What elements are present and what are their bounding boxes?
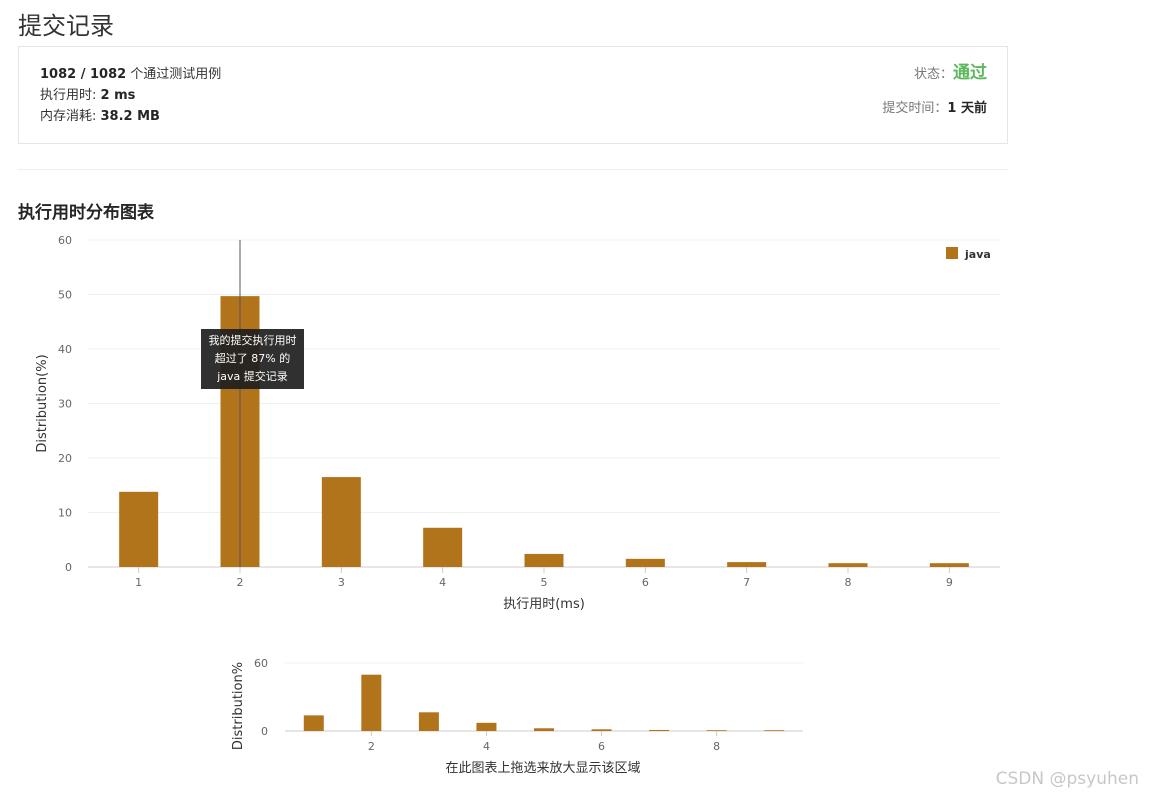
bar (119, 491, 159, 567)
x-tick-label: 8 (845, 576, 852, 589)
submit-time-row: 提交时间：1 天前 (882, 97, 987, 116)
x-tick-label: 2 (237, 576, 244, 589)
bar (321, 477, 361, 567)
mini-bar (706, 730, 727, 731)
mini-x-tick-label: 2 (368, 740, 375, 753)
y-tick-label: 60 (58, 234, 72, 247)
bar (727, 562, 767, 567)
x-axis-label: 执行用时(ms) (503, 597, 585, 612)
memory-label: 内存消耗: (40, 109, 101, 124)
runtime-value: 2 ms (100, 88, 136, 103)
x-tick-label: 7 (743, 576, 750, 589)
mini-bar (764, 730, 785, 731)
section-title: 执行用时分布图表 (18, 203, 154, 223)
passed-count: 1082 / 1082 (40, 67, 127, 82)
summary-status: 状态：通过 提交时间：1 天前 (882, 61, 987, 116)
mini-bar (476, 722, 497, 731)
y-tick-label: 30 (58, 398, 72, 411)
section-divider (18, 169, 1008, 170)
mini-bar (649, 729, 670, 731)
legend-label: java (964, 248, 991, 261)
memory-value: 38.2 MB (100, 109, 160, 124)
bar (625, 558, 665, 567)
mini-bar (361, 674, 382, 731)
y-tick-label: 40 (58, 343, 72, 356)
page-title: 提交记录 (18, 12, 114, 40)
status-row: 状态：通过 (882, 61, 987, 87)
mini-y-tick-label: 60 (254, 657, 268, 670)
submission-summary-card: 1082 / 1082 个通过测试用例 执行用时: 2 ms 内存消耗: 38.… (18, 46, 1008, 144)
tooltip-line-2: 超过了 87% 的 (214, 352, 291, 365)
mini-x-tick-label: 6 (598, 740, 605, 753)
status-link[interactable]: 通过 (953, 63, 987, 83)
x-tick-label: 1 (135, 576, 142, 589)
bar (929, 563, 969, 567)
bar (828, 563, 868, 567)
mini-bar (418, 712, 439, 731)
x-tick-label: 4 (439, 576, 446, 589)
mini-bar (591, 729, 612, 731)
bar (423, 527, 463, 567)
tooltip-line-1: 我的提交执行用时 (208, 334, 297, 347)
submit-time-value: 1 天前 (947, 101, 987, 116)
memory-row: 内存消耗: 38.2 MB (40, 106, 221, 127)
mini-x-tick-label: 8 (713, 740, 720, 753)
x-tick-label: 6 (642, 576, 649, 589)
mini-bar (534, 728, 554, 731)
summary-stats: 1082 / 1082 个通过测试用例 执行用时: 2 ms 内存消耗: 38.… (40, 64, 221, 127)
status-label: 状态： (913, 67, 953, 82)
mini-x-tick-label: 4 (483, 740, 490, 753)
y-tick-label: 0 (65, 561, 72, 574)
runtime-label: 执行用时: (40, 88, 101, 103)
y-tick-label: 10 (58, 507, 72, 520)
submit-time-label: 提交时间： (882, 101, 948, 116)
passed-suffix: 个通过测试用例 (126, 67, 222, 82)
mini-bar (303, 715, 324, 731)
passed-testcases: 1082 / 1082 个通过测试用例 (40, 64, 221, 85)
bar (524, 553, 564, 567)
chart-tooltip: 我的提交执行用时 超过了 87% 的 java 提交记录 (201, 329, 304, 389)
watermark: CSDN @psyuhen (995, 769, 1139, 789)
y-tick-label: 50 (58, 289, 72, 302)
x-tick-label: 5 (541, 576, 548, 589)
tooltip-line-3: java 提交记录 (217, 370, 288, 383)
navigator-chart[interactable]: 0 60 2 4 6 8 在此图表上拖选来放大显示该区域 Distribution% (0, 640, 820, 790)
runtime-row: 执行用时: 2 ms (40, 85, 221, 106)
x-tick-label: 3 (338, 576, 345, 589)
y-axis-label: Distribution(%) (35, 354, 50, 452)
mini-y-axis-label: Distribution% (231, 662, 246, 750)
mini-y-tick-label: 0 (261, 725, 268, 738)
y-tick-label: 20 (58, 452, 72, 465)
mini-caption: 在此图表上拖选来放大显示该区域 (445, 761, 640, 776)
runtime-distribution-chart[interactable]: 0 10 20 30 40 50 60 1 2 3 4 5 6 7 8 9 执行用时(ms) Distributi… (0, 220, 1020, 620)
x-tick-label: 9 (946, 576, 953, 589)
legend-swatch (946, 247, 958, 259)
